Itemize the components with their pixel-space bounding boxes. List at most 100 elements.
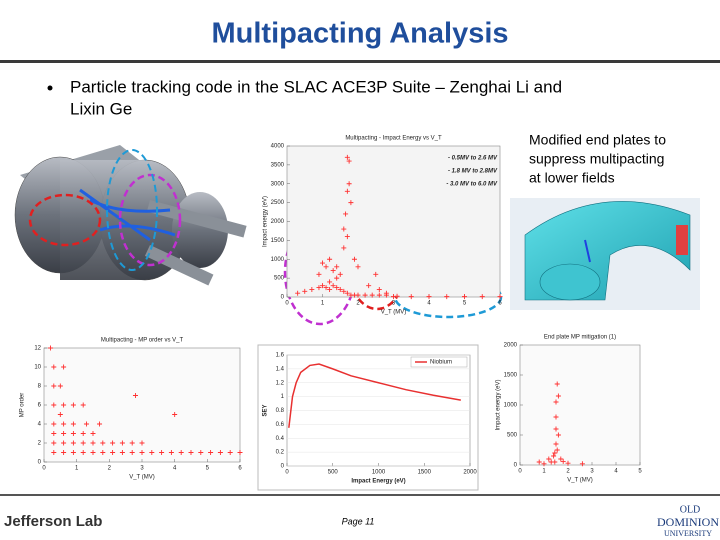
- x-tick-label: 4: [427, 301, 431, 307]
- point: [348, 200, 354, 206]
- y-tick-label: 0.2: [276, 450, 285, 456]
- point: [227, 450, 233, 455]
- point: [552, 450, 558, 456]
- y-tick-label: 1000: [504, 403, 518, 409]
- x-tick-label: 500: [328, 470, 339, 476]
- point: [61, 440, 67, 446]
- y-tick-label: 4000: [271, 144, 285, 150]
- y-axis-label: Impact energy (eV): [263, 196, 269, 247]
- y-tick-label: 0: [38, 460, 42, 466]
- point: [57, 412, 63, 417]
- point: [97, 421, 103, 427]
- point: [51, 383, 57, 389]
- legend-box: [410, 356, 468, 368]
- point: [316, 285, 322, 291]
- point: [61, 402, 67, 408]
- point: [320, 260, 325, 266]
- x-tick-label: 4: [173, 466, 177, 472]
- y-tick-label: 0: [281, 464, 285, 470]
- point: [327, 256, 333, 262]
- point: [80, 440, 86, 446]
- point: [188, 450, 194, 455]
- x-axis-label: V_T (MV): [129, 475, 155, 481]
- point: [70, 421, 76, 427]
- point: [497, 294, 503, 300]
- point: [100, 450, 106, 455]
- footer-logo-right: DOMINION: [657, 515, 719, 529]
- chart-title: Multipacting - Impact Energy vs V_T: [345, 136, 442, 142]
- y-tick-label: 3000: [271, 181, 285, 187]
- x-tick-label: 1: [542, 469, 546, 475]
- y-tick-label: 12: [34, 346, 41, 352]
- y-tick-label: 10: [34, 365, 41, 371]
- point: [316, 271, 322, 277]
- x-tick-label: 0: [285, 470, 289, 476]
- y-tick-label: 500: [507, 433, 518, 439]
- point: [383, 290, 389, 296]
- point: [208, 450, 214, 455]
- point: [70, 402, 76, 408]
- point: [323, 264, 329, 270]
- x-axis-label: V_T (MV): [567, 478, 593, 484]
- point: [444, 294, 450, 300]
- point: [198, 450, 204, 455]
- endplate-image: [510, 198, 700, 310]
- point: [344, 234, 350, 240]
- point: [553, 441, 559, 447]
- x-tick-label: 2: [108, 466, 112, 472]
- point: [129, 450, 135, 455]
- point: [168, 450, 174, 455]
- point: [61, 450, 67, 455]
- y-tick-label: 0.6: [276, 422, 285, 428]
- point: [394, 293, 400, 299]
- y-tick-label: 6: [38, 403, 42, 409]
- point: [426, 294, 432, 300]
- point: [376, 286, 382, 292]
- point: [344, 188, 350, 194]
- x-tick-label: 0: [285, 301, 289, 307]
- point: [462, 294, 467, 300]
- point: [346, 158, 352, 164]
- note: Modified end plates to: [529, 132, 666, 148]
- plot-area: [286, 145, 501, 298]
- point: [341, 245, 347, 251]
- note: at lower fields: [529, 170, 615, 186]
- point: [552, 459, 558, 465]
- point: [341, 288, 347, 294]
- x-tick-label: 3: [590, 469, 594, 475]
- y-tick-label: 4: [38, 422, 42, 428]
- x-tick-label: 5: [638, 469, 642, 475]
- x-tick-label: 0: [518, 469, 522, 475]
- y-tick-label: 3500: [271, 162, 285, 168]
- y-tick-label: 8: [38, 384, 42, 390]
- point: [61, 421, 67, 427]
- title-rule: [0, 60, 720, 63]
- x-tick-label: 6: [238, 466, 242, 472]
- point: [553, 414, 559, 420]
- annotation: - 3.0 MV to 6.0 MV: [446, 182, 498, 188]
- legend-label: Niobium: [430, 360, 452, 366]
- annotation: - 0.5MV to 2.6 MV: [448, 156, 498, 162]
- point: [565, 460, 571, 466]
- y-tick-label: 0.4: [276, 436, 285, 442]
- point: [560, 458, 566, 464]
- x-tick-label: 5: [206, 466, 210, 472]
- y-tick-label: 0.8: [276, 408, 285, 414]
- x-tick-label: 5: [463, 301, 467, 307]
- point: [337, 271, 343, 277]
- point: [70, 440, 76, 446]
- footer-logo-right: OLD: [680, 504, 701, 515]
- point: [139, 440, 145, 446]
- point: [51, 450, 57, 455]
- note: suppress multipacting: [529, 151, 664, 167]
- line-series: [288, 363, 461, 428]
- point: [553, 426, 559, 432]
- page-number: Page 11: [342, 516, 375, 526]
- point: [362, 292, 368, 298]
- x-tick-label: 2: [566, 469, 570, 475]
- point: [376, 292, 382, 298]
- point: [579, 461, 585, 467]
- point: [309, 286, 315, 292]
- point: [90, 440, 96, 446]
